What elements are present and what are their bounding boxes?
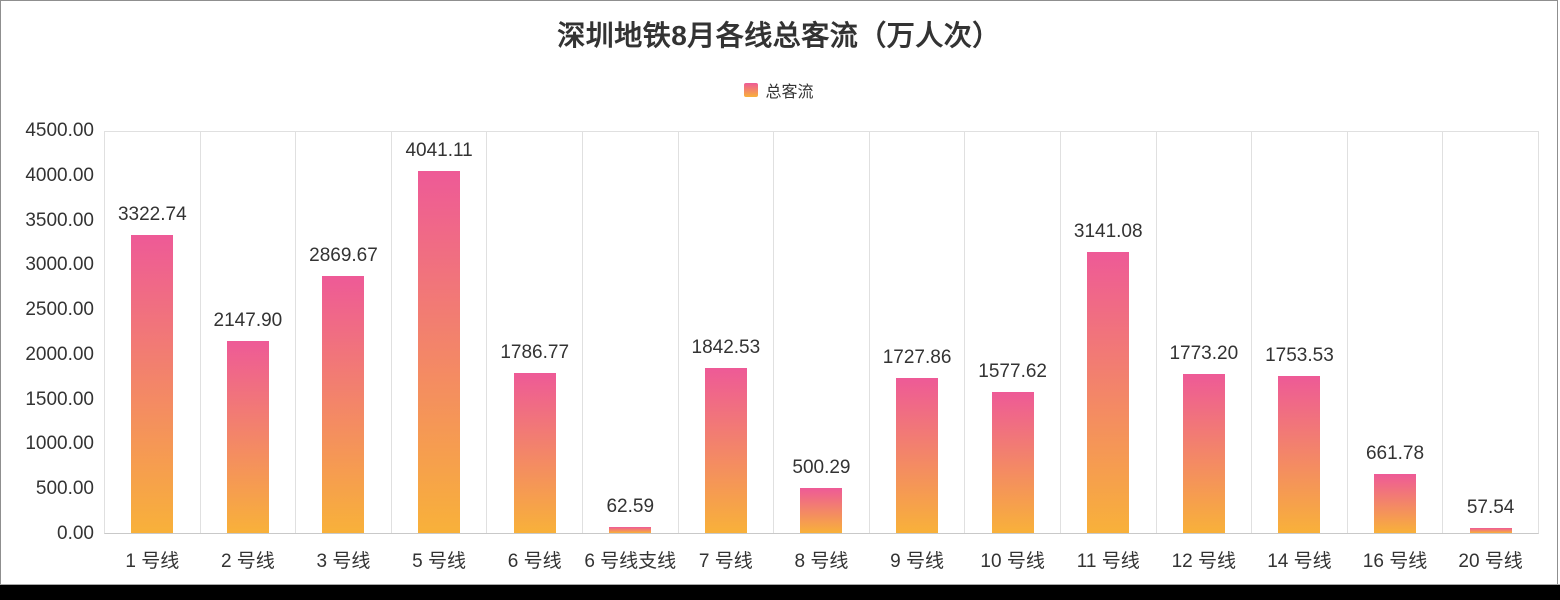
x-axis-label: 12 号线: [1171, 551, 1237, 572]
x-axis-label: 14 号线: [1267, 551, 1332, 572]
x-axis-label: 10 号线: [980, 551, 1045, 572]
x-axis-label: 7 号线: [698, 551, 753, 572]
x-axis-label: 5 号线: [412, 551, 466, 572]
y-axis-tick-label: 0.00: [57, 523, 94, 544]
bar-value-label: 2147.90: [213, 309, 283, 331]
y-axis-tick-label: 2500.00: [25, 299, 94, 321]
legend[interactable]: 总客流: [1, 78, 1557, 102]
y-axis-tick-label: 4500.00: [25, 120, 94, 141]
y-axis-tick-label: 3000.00: [25, 254, 94, 276]
x-axis-label: 8 号线: [794, 551, 849, 572]
x-axis-label: 3 号线: [316, 551, 371, 572]
bar-value-label: 2869.67: [309, 245, 378, 266]
y-axis-tick-label: 1500.00: [25, 388, 94, 410]
bar[interactable]: [991, 391, 1034, 533]
bar[interactable]: [418, 171, 461, 533]
x-axis-label: 6 号线支线: [584, 551, 677, 572]
x-axis-label: 9 号线: [890, 551, 944, 572]
bar-value-label: 4041.11: [405, 140, 473, 162]
y-axis-tick-label: 3500.00: [25, 209, 94, 231]
bar-value-label: 1753.53: [1265, 345, 1334, 366]
category-cell: 1842.53 7 号线: [679, 132, 775, 572]
x-axis-label: 16 号线: [1362, 551, 1428, 572]
x-axis-label: 6 号线: [507, 551, 562, 572]
x-axis-label: 11 号线: [1076, 551, 1140, 572]
category-cell: 1773.20 12 号线: [1157, 132, 1253, 572]
bar-value-label: 1577.62: [978, 360, 1047, 382]
category-cell: 62.59 6 号线支线: [583, 132, 679, 572]
bar[interactable]: [1087, 251, 1130, 533]
y-axis: 4500.00 4000.00 3500.00 3000.00 2500.00 2000.…: [1, 1, 94, 600]
bar[interactable]: [704, 368, 747, 533]
x-axis-label: 1 号线: [125, 551, 180, 572]
bar[interactable]: [513, 373, 556, 533]
bar-value-label: 1727.86: [882, 347, 952, 369]
bar-value-label: 3322.74: [117, 204, 187, 226]
bar-value-label: 3141.08: [1073, 220, 1143, 242]
x-axis-label: 2 号线: [220, 551, 275, 572]
x-axis-label: 20 号线: [1458, 551, 1523, 572]
category-cell: 1753.53 14 号线: [1252, 132, 1348, 572]
bar-value-label: 57.54: [1466, 496, 1515, 518]
y-axis-tick-label: 500.00: [35, 478, 94, 500]
category-cell: 1727.86 9 号线: [870, 132, 966, 572]
bar[interactable]: [131, 235, 174, 533]
bar[interactable]: [609, 527, 652, 533]
category-cell: 3141.08 11 号线: [1061, 132, 1157, 572]
bar[interactable]: [1182, 374, 1225, 533]
bar-value-label: 62.59: [606, 496, 655, 518]
category-cell: 2869.67 3 号线: [296, 132, 392, 572]
bar-value-label: 500.29: [792, 457, 851, 479]
bar[interactable]: [896, 378, 939, 533]
category-cell: 4041.11 5 号线: [392, 132, 488, 572]
category-cell: 1577.62 10 号线: [965, 132, 1061, 572]
bar[interactable]: [1278, 376, 1321, 533]
category-cell: 2147.90 2 号线: [201, 132, 297, 572]
category-cell: 3322.74 1 号线: [105, 132, 201, 572]
bar-value-label: 1842.53: [691, 337, 761, 358]
bar[interactable]: [1469, 527, 1512, 533]
chart-title: 深圳地铁8月各线总客流（万人次）: [557, 20, 1001, 51]
taskbar-strip: [0, 584, 1560, 600]
legend-label: 总客流: [765, 84, 814, 101]
category-cell: 1786.77 6 号线: [487, 132, 583, 572]
bar[interactable]: [226, 340, 269, 533]
y-axis-tick-label: 4000.00: [25, 164, 94, 186]
bar[interactable]: [800, 488, 843, 533]
y-axis-tick-label: 2000.00: [25, 343, 94, 365]
plot-area: 3322.74 1 号线 2147.90 2 号线 2869.67 3 号线 4041.11…: [104, 131, 1539, 572]
category-cell: 57.54 20 号线: [1443, 132, 1538, 572]
legend-marker-icon: [744, 83, 759, 97]
bar-value-label: 661.78: [1365, 442, 1425, 464]
category-cell: 500.29 8 号线: [774, 132, 870, 572]
bar[interactable]: [1374, 473, 1417, 533]
bar[interactable]: [322, 276, 365, 533]
bar-value-label: 1773.20: [1169, 343, 1239, 365]
y-axis-tick-label: 1000.00: [25, 433, 94, 455]
bar-value-label: 1786.77: [500, 342, 570, 363]
category-cell: 661.78 16 号线: [1348, 132, 1444, 572]
